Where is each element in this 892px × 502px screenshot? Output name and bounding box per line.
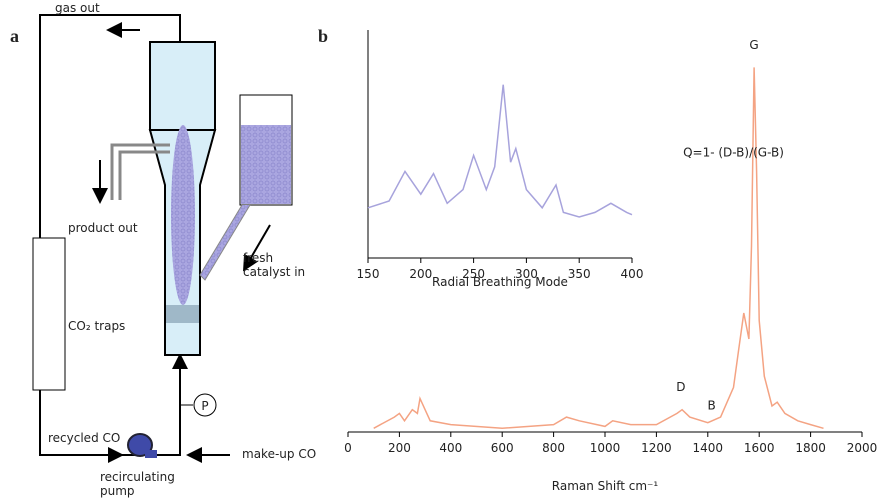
x-tick-label: 400	[621, 267, 644, 281]
panel-label: a	[10, 26, 19, 46]
x-tick-label: 200	[409, 267, 432, 281]
pressure-gauge: P	[201, 399, 208, 413]
annotation: B	[708, 399, 716, 413]
x-tick-label: 1400	[693, 441, 724, 455]
x-tick-label: 300	[515, 267, 538, 281]
label-recycled: recycled CO	[48, 431, 120, 445]
x-tick-label: 1200	[641, 441, 672, 455]
x-tick-label: 250	[462, 267, 485, 281]
x-tick-label: 1600	[744, 441, 775, 455]
x-tick-label: 400	[439, 441, 462, 455]
label-traps: CO₂ traps	[68, 319, 125, 333]
label-fresh-catalyst: fresh catalyst in	[243, 251, 305, 279]
x-tick-label: 800	[542, 441, 565, 455]
x-tick-label: 2000	[847, 441, 878, 455]
annotation: G	[749, 38, 758, 52]
label-product-out: product out	[68, 221, 138, 235]
x-tick-label: 200	[388, 441, 411, 455]
x-axis-label: Radial Breathing Mode	[432, 275, 568, 289]
annotation: D	[676, 380, 685, 394]
label-gas-out: gas out	[55, 1, 100, 15]
spectrum-line	[373, 67, 824, 430]
x-tick-label: 150	[357, 267, 380, 281]
x-axis-label: Raman Shift cm⁻¹	[552, 479, 659, 493]
x-tick-label: 600	[491, 441, 514, 455]
label-makeup: make-up CO	[242, 447, 316, 461]
reactor-diagram: a P gas out product out fresh catalyst in…	[10, 1, 316, 498]
panel-label: b	[318, 26, 328, 46]
x-tick-label: 0	[344, 441, 352, 455]
annotation: Q=1- (D-B)/(G-B)	[683, 146, 784, 160]
x-tick-label: 1800	[795, 441, 826, 455]
x-tick-label: 1000	[590, 441, 621, 455]
x-tick-label: 350	[568, 267, 591, 281]
spectrum-line	[367, 84, 633, 218]
label-pump: recirculating pump	[100, 470, 175, 498]
